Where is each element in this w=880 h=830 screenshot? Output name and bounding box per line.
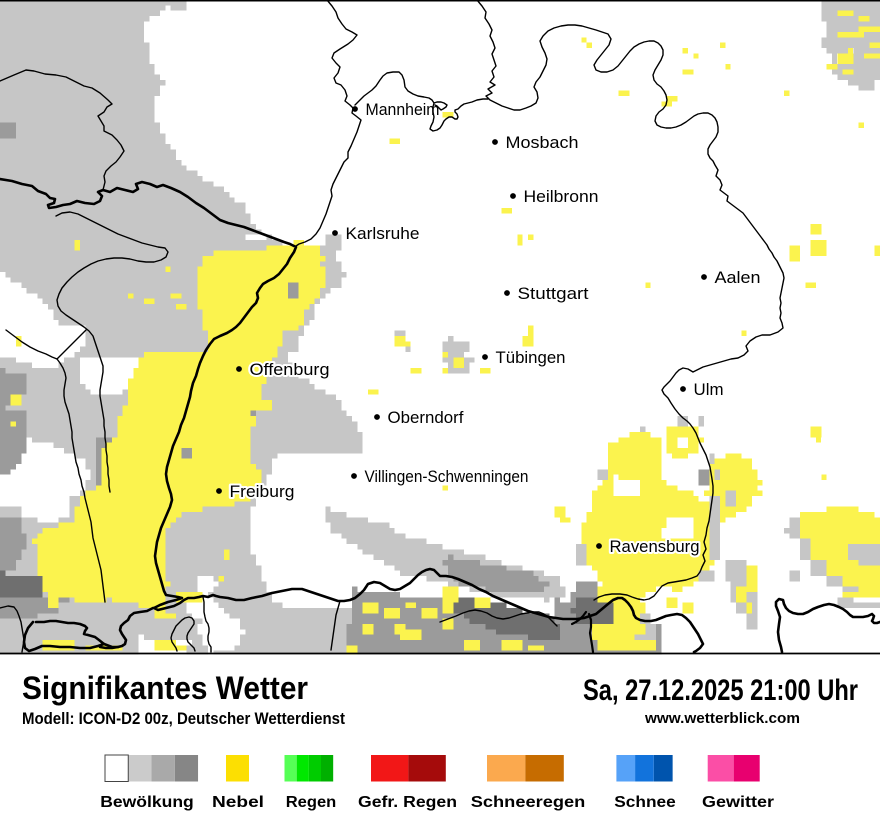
svg-text:Mannheim: Mannheim [366, 101, 440, 119]
svg-text:Heilbronn: Heilbronn [524, 188, 599, 206]
svg-text:Offenburg: Offenburg [250, 361, 330, 379]
svg-text:Freiburg: Freiburg [230, 483, 295, 501]
svg-text:Modell: ICON-D2 00z, Deutscher: Modell: ICON-D2 00z, Deutscher Wetterdie… [22, 710, 345, 728]
svg-text:Stuttgart: Stuttgart [518, 285, 589, 303]
svg-text:Ravensburg: Ravensburg [610, 538, 700, 556]
svg-text:Sa, 27.12.2025 21:00 Uhr: Sa, 27.12.2025 21:00 Uhr [583, 674, 858, 707]
svg-text:Oberndorf: Oberndorf [388, 409, 464, 427]
svg-text:Villingen-Schwenningen: Villingen-Schwenningen [365, 468, 529, 486]
svg-text:Schnee: Schnee [614, 794, 676, 811]
svg-text:Tübingen: Tübingen [496, 349, 566, 367]
svg-text:Nebel: Nebel [212, 794, 264, 811]
svg-text:Regen: Regen [286, 794, 337, 811]
svg-text:Karlsruhe: Karlsruhe [346, 225, 420, 243]
svg-text:Mosbach: Mosbach [506, 134, 579, 152]
svg-text:www.wetterblick.com: www.wetterblick.com [644, 711, 800, 727]
svg-text:Gefr. Regen: Gefr. Regen [358, 794, 457, 811]
svg-text:Schneeregen: Schneeregen [471, 794, 586, 811]
svg-text:Bewölkung: Bewölkung [100, 794, 194, 811]
svg-text:Aalen: Aalen [715, 269, 761, 287]
svg-text:Gewitter: Gewitter [702, 794, 774, 811]
svg-text:Ulm: Ulm [694, 381, 724, 399]
svg-text:Signifikantes Wetter: Signifikantes Wetter [22, 670, 308, 706]
